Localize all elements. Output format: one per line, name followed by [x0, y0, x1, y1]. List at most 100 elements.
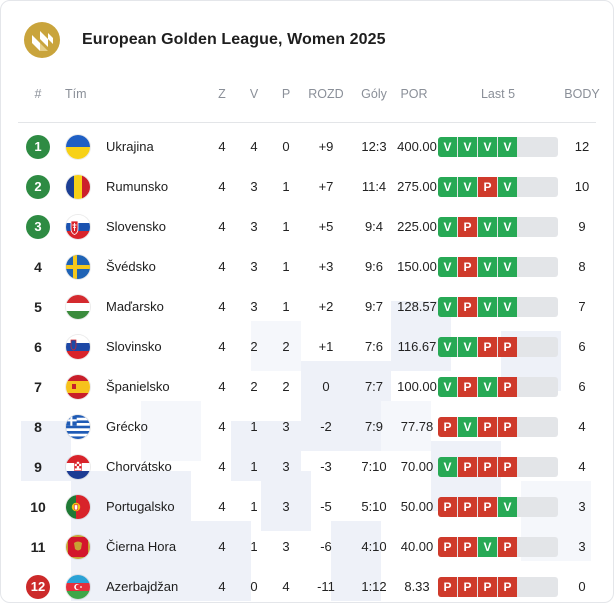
score-cell: 11:4	[361, 179, 387, 194]
table-row[interactable]: 11 Čierna Hora 4 1 3 -6 4:10 40.00 3 P P V P	[1, 527, 613, 567]
win-result: V	[498, 217, 517, 237]
win-result: V	[438, 217, 457, 237]
team-name[interactable]: Maďarsko	[106, 299, 164, 314]
score-cell: 12:3	[361, 139, 387, 154]
table-row[interactable]: 10 Portugalsko 4 1 3 -5 5:10 50.00 3 P P P V	[1, 487, 613, 527]
win-result: V	[498, 177, 517, 197]
score-cell: 4:10	[361, 539, 387, 554]
table-row[interactable]: 6 Slovinsko 4 2 2 +1 7:6 116.67 6 V V P P	[1, 327, 613, 367]
por-cell: 116.67	[397, 339, 437, 354]
loss-result: P	[498, 537, 517, 557]
played-cell: 4	[218, 339, 226, 354]
sweden-flag-icon	[66, 255, 90, 279]
por-cell: 150.00	[397, 259, 437, 274]
loss-result: P	[458, 257, 477, 277]
team-name[interactable]: Portugalsko	[106, 499, 175, 514]
won-cell: 3	[250, 179, 258, 194]
table-row[interactable]: 4 Švédsko 4 3 1 +3 9:6 150.00 8 V P V V	[1, 247, 613, 287]
won-cell: 1	[250, 419, 258, 434]
loss-result: P	[438, 577, 457, 597]
loss-result: P	[458, 217, 477, 237]
score-cell: 7:7	[364, 379, 384, 394]
score-cell: 1:12	[361, 579, 387, 594]
loss-result: P	[478, 337, 497, 357]
loss-result: P	[438, 417, 457, 437]
win-result: V	[478, 297, 497, 317]
ukraine-flag-icon	[66, 135, 90, 159]
played-cell: 4	[218, 139, 226, 154]
team-name[interactable]: Grécko	[106, 419, 148, 434]
azerbaijan-flag-icon	[66, 575, 90, 599]
table-row[interactable]: 9 Chorvátsko 4 1 3 -3 7:10 70.00 4 V P P P	[1, 447, 613, 487]
por-cell: 275.00	[397, 179, 437, 194]
diff-cell: +9	[318, 139, 334, 154]
points-cell: 6	[578, 339, 586, 354]
win-result: V	[498, 257, 517, 277]
table-row[interactable]: 12 Azerbajdžan 4 0 4 -11 1:12 8.33 0 P P P P	[1, 567, 613, 602]
diff-cell: 0	[322, 379, 330, 394]
team-name[interactable]: Španielsko	[106, 379, 170, 394]
hungary-flag-icon	[66, 295, 90, 319]
diff-cell: -3	[320, 459, 332, 474]
slovenia-flag-icon	[66, 335, 90, 359]
win-result: V	[458, 177, 477, 197]
win-result: V	[478, 377, 497, 397]
table-row[interactable]: 1 Ukrajina 4 4 0 +9 12:3 400.00 12 V V V V	[1, 127, 613, 167]
played-cell: 4	[218, 579, 226, 594]
col-won-header: V	[249, 87, 259, 101]
diff-cell: -6	[320, 539, 332, 554]
loss-result: P	[498, 457, 517, 477]
points-cell: 6	[578, 379, 586, 394]
loss-result: P	[498, 337, 517, 357]
page-title: European Golden League, Women 2025	[82, 31, 386, 48]
diff-cell: +7	[318, 179, 334, 194]
spain-flag-icon	[66, 375, 90, 399]
rank-badge: 4	[34, 259, 42, 275]
loss-result: P	[458, 457, 477, 477]
col-diff-header: ROZD	[308, 87, 344, 101]
played-cell: 4	[218, 499, 226, 514]
table-row[interactable]: 2 Rumunsko 4 3 1 +7 11:4 275.00 10 V V P V	[1, 167, 613, 207]
team-name[interactable]: Slovinsko	[106, 339, 162, 354]
team-name[interactable]: Čierna Hora	[106, 539, 177, 554]
won-cell: 2	[250, 379, 258, 394]
win-result: V	[458, 137, 477, 157]
team-name[interactable]: Azerbajdžan	[106, 579, 179, 594]
team-name[interactable]: Slovensko	[106, 219, 166, 234]
won-cell: 1	[250, 539, 258, 554]
points-cell: 8	[578, 259, 586, 274]
win-result: V	[438, 377, 457, 397]
table-row[interactable]: 5 Maďarsko 4 3 1 +2 9:7 128.57 7 V P V V	[1, 287, 613, 327]
won-cell: 4	[250, 139, 258, 154]
team-name[interactable]: Švédsko	[106, 259, 156, 274]
table-row[interactable]: 7 Španielsko 4 2 2 0 7:7 100.00 6 V P V P	[1, 367, 613, 407]
rank-badge: 11	[30, 539, 46, 555]
score-cell: 5:10	[361, 499, 387, 514]
win-result: V	[438, 457, 457, 477]
won-cell: 0	[250, 579, 258, 594]
score-cell: 7:6	[364, 339, 384, 354]
rank-badge: 12	[26, 575, 50, 599]
team-name[interactable]: Chorvátsko	[106, 459, 172, 474]
table-row[interactable]: 8 Grécko 4 1 3 -2 7:9 77.78 4 P V P P	[1, 407, 613, 447]
loss-result: P	[458, 537, 477, 557]
col-score-header: Góly	[361, 87, 387, 101]
team-name[interactable]: Ukrajina	[106, 139, 154, 154]
rank-badge: 3	[26, 215, 50, 239]
table-row[interactable]: 3 Slovensko 4 3 1 +5 9:4 225.00 9 V P V V	[1, 207, 613, 247]
win-result: V	[438, 337, 457, 357]
points-cell: 9	[578, 219, 586, 234]
played-cell: 4	[218, 179, 226, 194]
win-result: V	[498, 297, 517, 317]
loss-result: P	[498, 417, 517, 437]
team-name[interactable]: Rumunsko	[106, 179, 169, 194]
